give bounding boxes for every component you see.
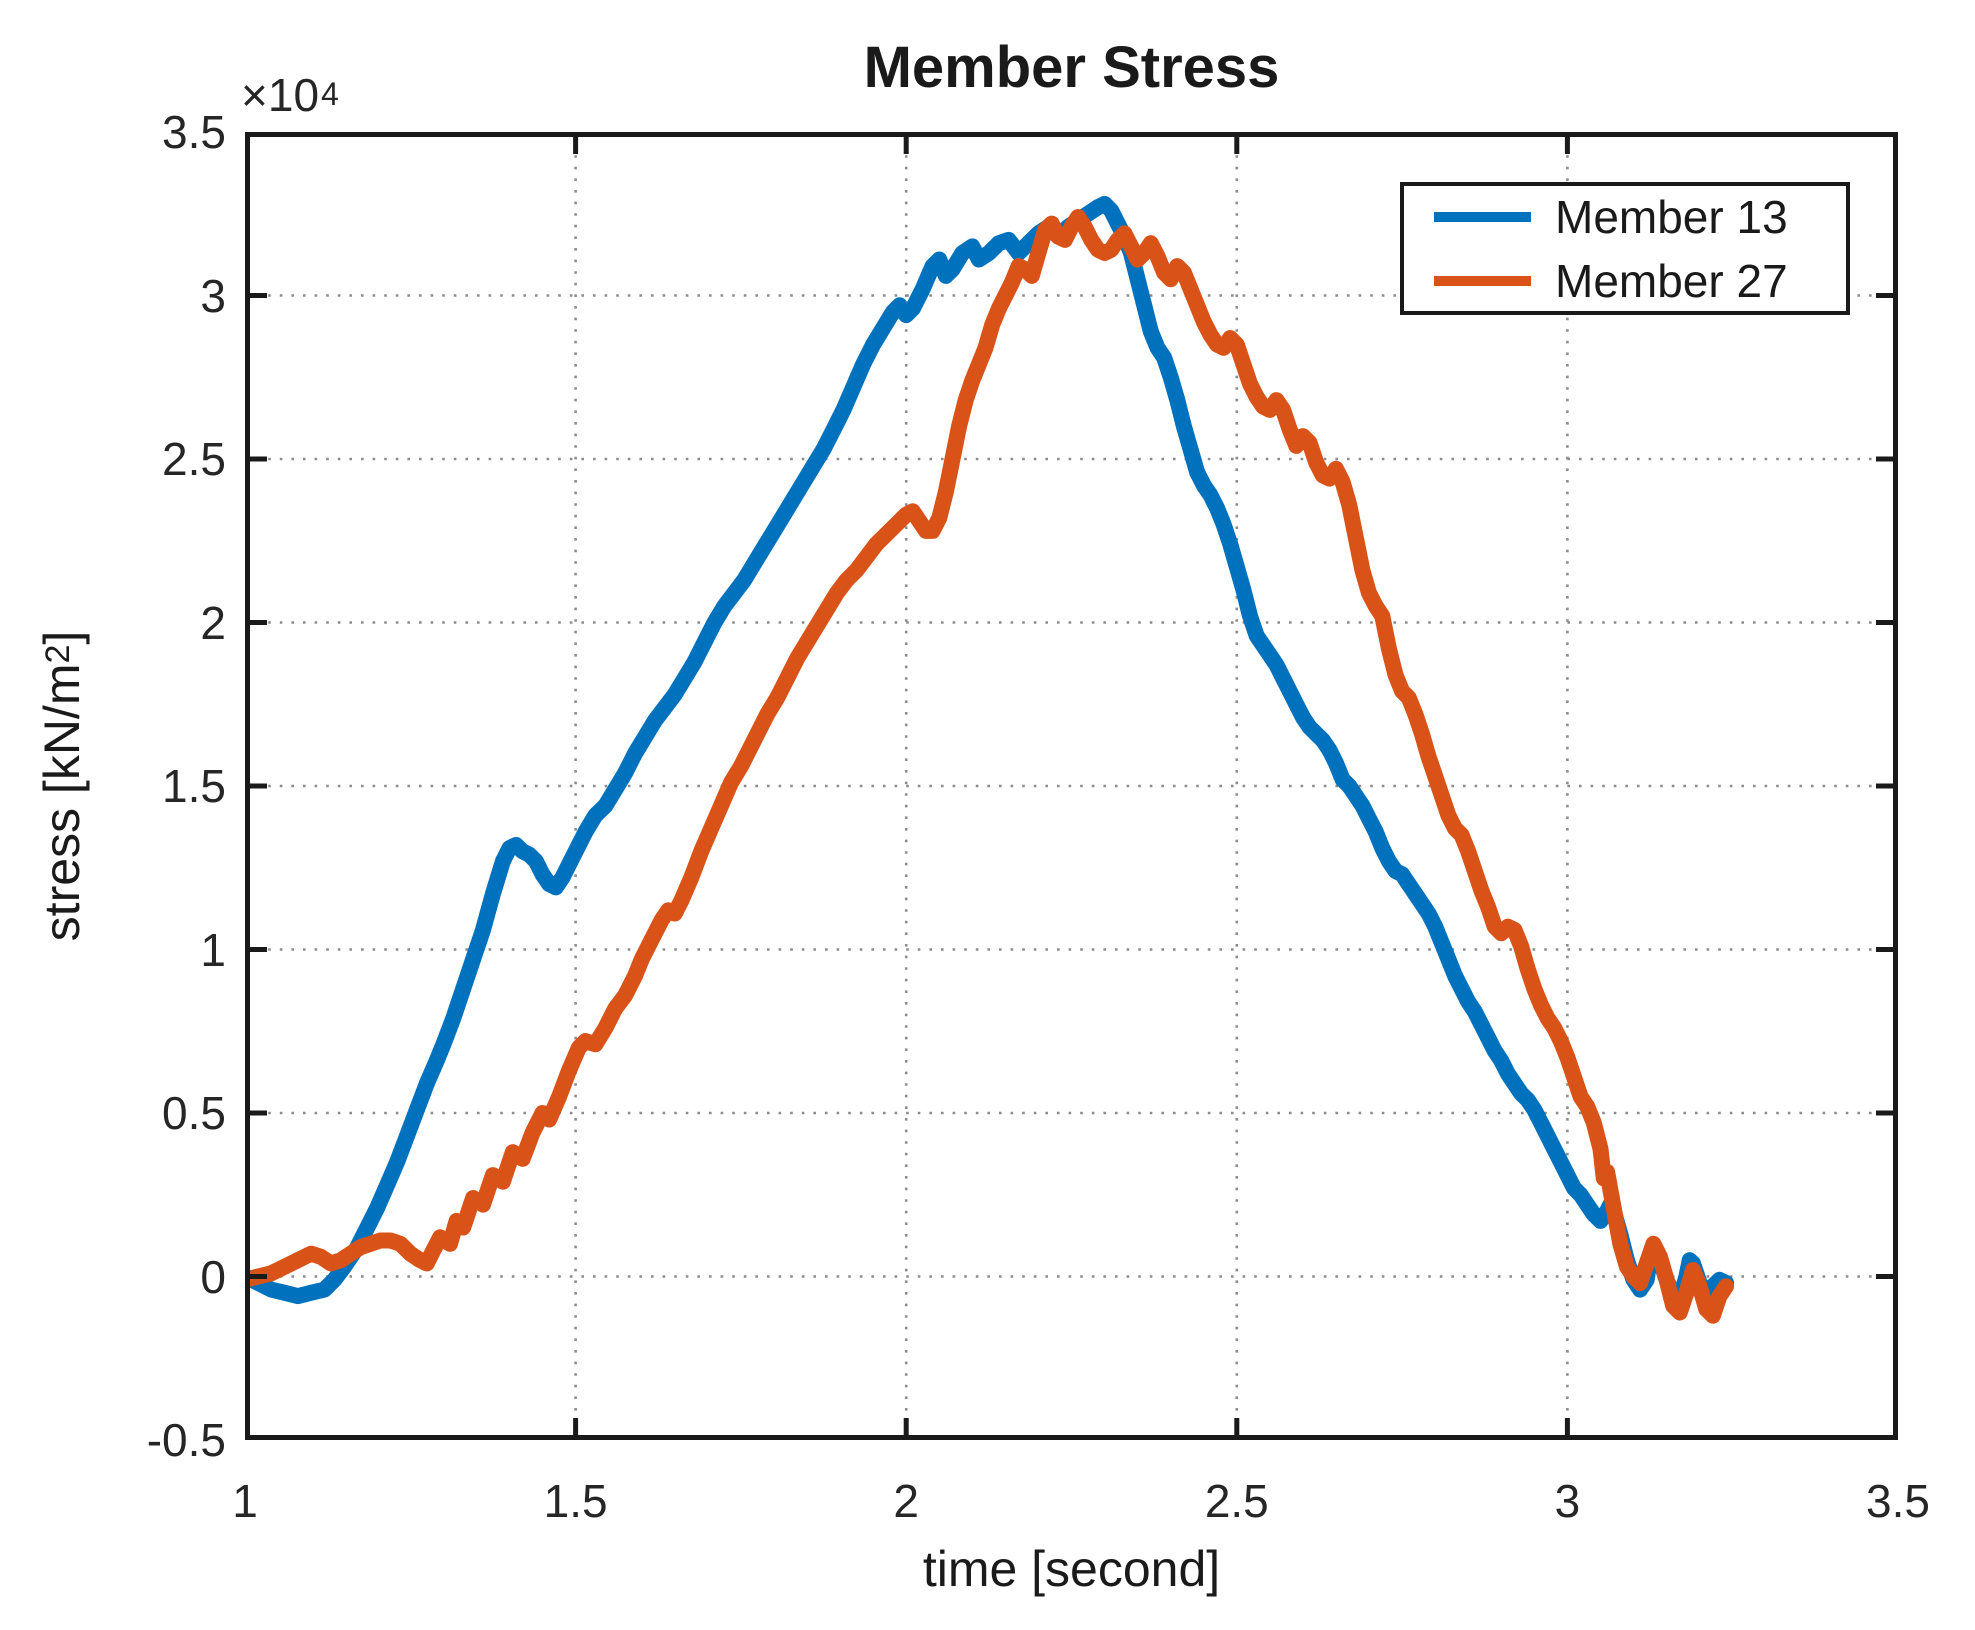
x-axis-label: time [second]	[922, 1541, 1221, 1597]
y-axis-label-close-bracket: ]	[34, 630, 90, 645]
y-axis-exponent-power: 4	[321, 76, 339, 112]
y-tick-label-3.5: 3.5	[162, 106, 226, 158]
x-tick-label-2: 2	[893, 1475, 919, 1527]
y-axis-label-superscript: 2	[39, 644, 77, 664]
y-axis-label-text: stress [kN/m	[34, 663, 90, 942]
chart-title: Member Stress	[863, 35, 1280, 100]
plot-area	[245, 132, 1898, 1440]
x-tick-label-2.5: 2.5	[1204, 1475, 1269, 1527]
y-tick-label-1.5: 1.5	[162, 760, 226, 812]
y-tick-label-1: 1	[200, 923, 226, 976]
legend-entry-member-27: Member 27	[1404, 254, 1846, 308]
legend-label-member-27: Member 27	[1555, 254, 1788, 307]
y-tick-label--0.5: -0.5	[146, 1414, 226, 1466]
x-tick-label-3: 3	[1554, 1475, 1581, 1527]
series-line-member-27	[245, 209, 1735, 1324]
y-tick-label-2: 2	[200, 596, 226, 649]
member-13-line-swatch	[1434, 211, 1531, 222]
y-tick-label-0.5: 0.5	[162, 1087, 226, 1139]
data-series	[245, 195, 1735, 1324]
y-tick-label-2.5: 2.5	[162, 433, 226, 485]
y-tick-label-0: 0	[200, 1250, 226, 1303]
x-tick-label-1: 1	[232, 1475, 258, 1527]
y-axis-label: stress [kN/m2]	[33, 631, 91, 942]
x-tick-label-1.5: 1.5	[543, 1475, 608, 1527]
legend-entry-member-13: Member 13	[1404, 190, 1846, 244]
legend-label-member-13: Member 13	[1555, 190, 1788, 243]
x-tick-label-3.5: 3.5	[1866, 1475, 1930, 1527]
axes-box	[245, 132, 1898, 1440]
y-tick-label-3: 3	[200, 269, 226, 322]
y-axis-exponent-label: ×104	[241, 68, 339, 122]
member-27-line-swatch	[1434, 275, 1531, 286]
y-axis-exponent-base: ×10	[241, 69, 320, 121]
legend-box: Member 13 Member 27	[1400, 182, 1850, 315]
